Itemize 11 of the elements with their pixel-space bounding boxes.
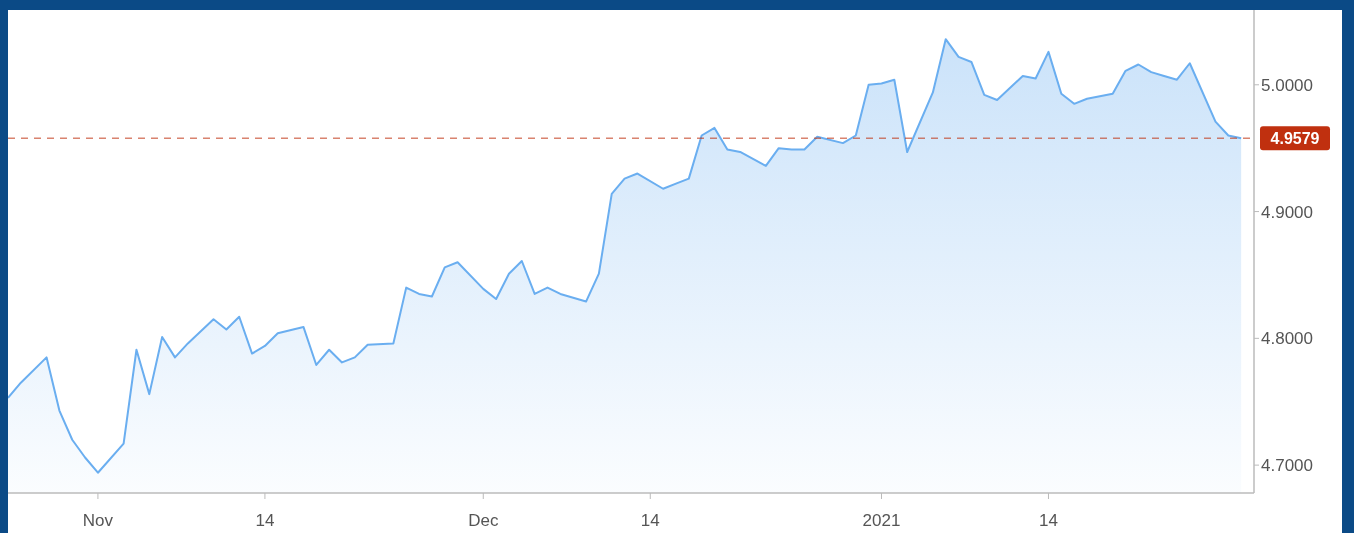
x-tick-label: 2021 bbox=[862, 511, 901, 530]
y-tick-label: 4.7000 bbox=[1261, 456, 1313, 476]
x-tick-label: Dec bbox=[468, 511, 499, 530]
x-tick-label: 14 bbox=[640, 511, 660, 530]
y-tick-label: 4.8000 bbox=[1261, 329, 1313, 349]
x-tick-label: Nov bbox=[82, 511, 114, 530]
x-tick-label: 14 bbox=[1039, 511, 1058, 530]
ref-line-label: 4.9579 bbox=[1270, 130, 1320, 148]
y-tick-label: 5.0000 bbox=[1261, 75, 1313, 95]
y-tick-label: 4.9000 bbox=[1261, 202, 1313, 222]
x-tick-label: 14 bbox=[255, 511, 275, 530]
